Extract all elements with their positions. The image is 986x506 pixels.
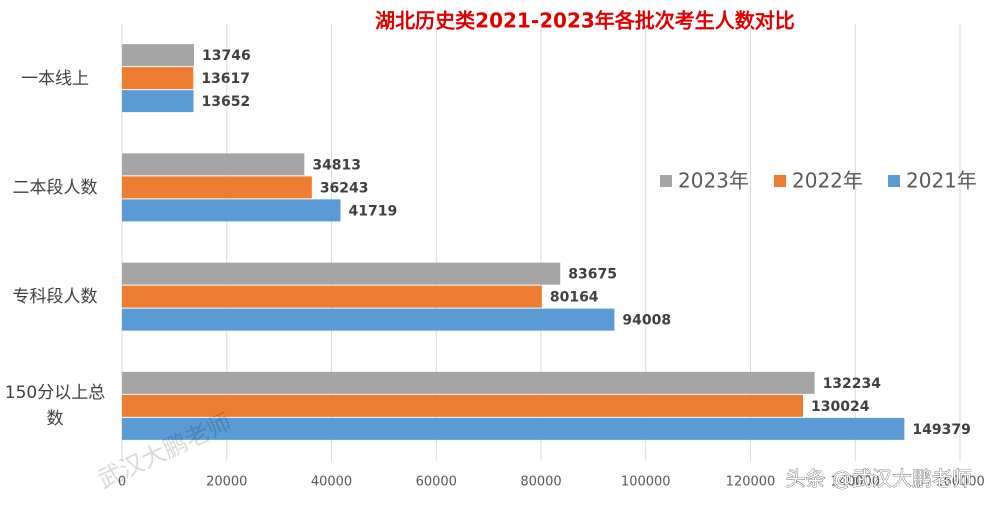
bar [122, 67, 194, 90]
x-tick-label: 0 [118, 475, 126, 490]
x-tick-label: 100000 [621, 475, 671, 490]
x-tick-label: 80000 [520, 475, 561, 490]
value-label: 34813 [312, 157, 361, 173]
legend-label: 2022年 [792, 169, 863, 193]
bar [122, 153, 305, 176]
y-tick-label: 一本线上 [21, 68, 89, 89]
bar [122, 44, 194, 67]
bar [122, 199, 341, 222]
y-tick-label: 二本段人数 [12, 177, 98, 198]
legend-swatch [660, 175, 672, 187]
x-tick-label: 20000 [206, 475, 247, 490]
y-tick-label: 150分以上总数 [4, 383, 106, 430]
x-tick-label: 120000 [726, 475, 776, 490]
bar [122, 394, 804, 417]
bar [122, 371, 815, 394]
legend-swatch [774, 175, 786, 187]
value-label: 13617 [201, 71, 250, 87]
watermark: 头条 @武汉大鹏老师 [786, 467, 972, 491]
x-tick-label: 160000 [935, 475, 985, 490]
y-tick-label: 专科段人数 [12, 287, 98, 308]
chart-title: 湖北历史类2021-2023年各批次考生人数对比 [375, 9, 795, 33]
legend-label: 2023年 [678, 169, 749, 193]
y-label-box: 专科段人数 [12, 287, 98, 308]
value-label: 130024 [811, 399, 870, 415]
bar [122, 90, 194, 113]
value-label: 13652 [202, 94, 251, 110]
x-tick-label: 140000 [830, 475, 880, 490]
value-label: 149379 [912, 422, 970, 438]
value-label: 132234 [823, 376, 882, 392]
bar [122, 262, 561, 285]
x-tick-label: 40000 [311, 475, 352, 490]
bar [122, 417, 905, 440]
value-label: 36243 [320, 180, 369, 196]
legend-label: 2021年 [906, 169, 977, 193]
legend-swatch [888, 175, 900, 187]
value-label: 13746 [202, 48, 251, 64]
bar [122, 308, 615, 331]
value-label: 83675 [568, 267, 617, 283]
value-label: 94008 [622, 313, 671, 329]
x-tick-label: 60000 [416, 475, 457, 490]
value-label: 41719 [349, 203, 398, 219]
y-label-box: 150分以上总数 [4, 383, 106, 430]
value-label: 80164 [550, 290, 599, 306]
y-label-box: 一本线上 [21, 68, 89, 89]
bar [122, 285, 542, 308]
bar [122, 176, 312, 199]
y-label-box: 二本段人数 [12, 177, 98, 198]
